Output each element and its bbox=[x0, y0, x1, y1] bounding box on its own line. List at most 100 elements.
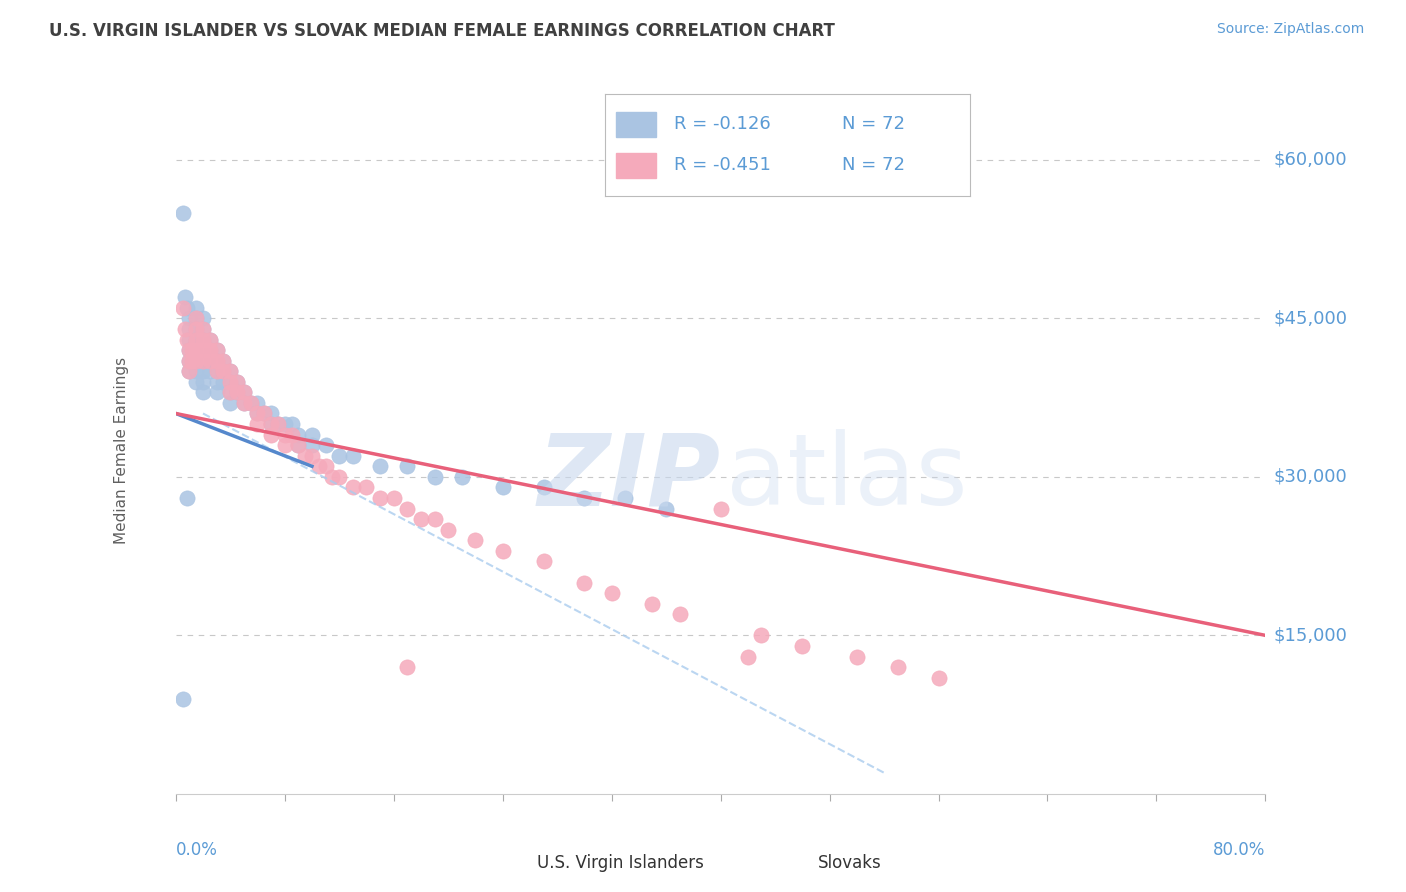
Point bbox=[172, 205, 194, 219]
Point bbox=[267, 417, 290, 431]
Point bbox=[172, 691, 194, 706]
Point bbox=[186, 311, 208, 326]
Point bbox=[533, 554, 555, 568]
Point bbox=[574, 575, 596, 590]
Point bbox=[179, 353, 201, 368]
Point bbox=[226, 385, 249, 400]
Point bbox=[423, 512, 446, 526]
Point bbox=[792, 639, 814, 653]
Point bbox=[641, 597, 664, 611]
Point bbox=[246, 396, 269, 410]
Point bbox=[600, 586, 623, 600]
Point bbox=[219, 385, 242, 400]
Point bbox=[246, 407, 269, 421]
Point bbox=[668, 607, 690, 622]
Point bbox=[191, 322, 214, 336]
Point bbox=[179, 333, 201, 347]
Point bbox=[172, 301, 194, 315]
Point bbox=[294, 449, 316, 463]
Point bbox=[198, 343, 221, 357]
Point bbox=[321, 470, 343, 484]
Point bbox=[205, 343, 228, 357]
Point bbox=[315, 459, 337, 474]
Point bbox=[342, 480, 364, 494]
Point bbox=[280, 417, 302, 431]
Point bbox=[751, 628, 773, 642]
Point bbox=[179, 311, 201, 326]
Point bbox=[186, 333, 208, 347]
Point bbox=[260, 417, 283, 431]
Point bbox=[191, 385, 214, 400]
Text: ZIP: ZIP bbox=[537, 429, 721, 526]
Point bbox=[212, 364, 235, 378]
Point bbox=[179, 364, 201, 378]
Point bbox=[232, 396, 254, 410]
Point bbox=[246, 417, 269, 431]
Text: U.S. Virgin Islanders: U.S. Virgin Islanders bbox=[537, 854, 704, 871]
Point bbox=[191, 343, 214, 357]
Point bbox=[186, 343, 208, 357]
Point bbox=[198, 353, 221, 368]
Point bbox=[191, 353, 214, 368]
Point bbox=[226, 375, 249, 389]
Point bbox=[287, 427, 309, 442]
Point bbox=[191, 364, 214, 378]
Point bbox=[396, 501, 419, 516]
Point bbox=[219, 375, 242, 389]
Point bbox=[174, 290, 197, 304]
Point bbox=[205, 385, 228, 400]
Text: N = 72: N = 72 bbox=[842, 156, 905, 174]
Point bbox=[315, 438, 337, 452]
Point bbox=[198, 333, 221, 347]
Point bbox=[191, 322, 214, 336]
Point bbox=[492, 544, 515, 558]
Point bbox=[845, 649, 868, 664]
Point bbox=[737, 649, 759, 664]
Text: 80.0%: 80.0% bbox=[1213, 841, 1265, 859]
Point bbox=[191, 311, 214, 326]
Point bbox=[301, 449, 323, 463]
Point bbox=[246, 407, 269, 421]
Text: Median Female Earnings: Median Female Earnings bbox=[114, 357, 129, 544]
Point bbox=[342, 449, 364, 463]
Point bbox=[179, 343, 201, 357]
FancyBboxPatch shape bbox=[616, 153, 655, 178]
Point bbox=[287, 438, 309, 452]
Point bbox=[191, 333, 214, 347]
Text: Source: ZipAtlas.com: Source: ZipAtlas.com bbox=[1216, 22, 1364, 37]
Point bbox=[928, 671, 950, 685]
Point bbox=[219, 364, 242, 378]
Point bbox=[219, 385, 242, 400]
Point bbox=[219, 375, 242, 389]
Point bbox=[181, 343, 204, 357]
Point bbox=[382, 491, 405, 505]
Text: 0.0%: 0.0% bbox=[176, 841, 218, 859]
Point bbox=[328, 449, 350, 463]
Point bbox=[396, 459, 419, 474]
Point bbox=[198, 364, 221, 378]
Point bbox=[308, 459, 330, 474]
Point bbox=[232, 396, 254, 410]
Point bbox=[464, 533, 486, 548]
Text: $60,000: $60,000 bbox=[1274, 151, 1347, 169]
Point bbox=[437, 523, 460, 537]
Point bbox=[179, 353, 201, 368]
Point bbox=[533, 480, 555, 494]
Point bbox=[886, 660, 908, 674]
Point bbox=[492, 480, 515, 494]
Point bbox=[253, 407, 276, 421]
Point bbox=[179, 364, 201, 378]
Point bbox=[274, 438, 297, 452]
Point bbox=[176, 301, 198, 315]
Point bbox=[186, 311, 208, 326]
Point bbox=[179, 322, 201, 336]
Point bbox=[239, 396, 262, 410]
Point bbox=[212, 375, 235, 389]
Text: Slovaks: Slovaks bbox=[818, 854, 882, 871]
Point bbox=[328, 470, 350, 484]
Point bbox=[368, 459, 391, 474]
Point bbox=[186, 322, 208, 336]
Point bbox=[205, 353, 228, 368]
Point bbox=[280, 427, 302, 442]
Point bbox=[186, 375, 208, 389]
